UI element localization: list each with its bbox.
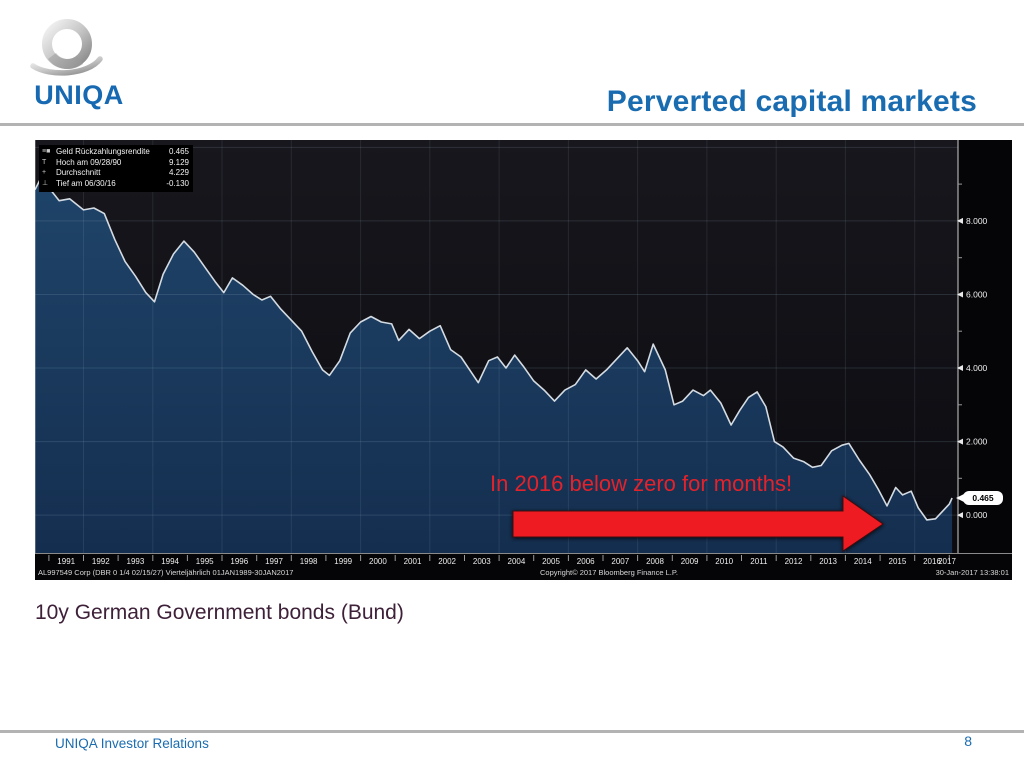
svg-text:8.000: 8.000 [966, 216, 988, 226]
bloomberg-chart: 8.000 6.000 4.000 2.000 0.000 0.465 1991 1992 1… [35, 140, 1012, 580]
legend-row-mean: + Durchschnitt 4.229 [42, 168, 189, 179]
svg-text:2000: 2000 [369, 557, 387, 566]
timestamp: 30-Jan-2017 13:38:01 [935, 568, 1009, 577]
svg-text:2016: 2016 [923, 557, 941, 566]
svg-text:2013: 2013 [819, 557, 837, 566]
svg-text:2.000: 2.000 [966, 437, 988, 447]
y-axis-labels: 8.000 6.000 4.000 2.000 0.000 [957, 183, 988, 520]
svg-text:2007: 2007 [611, 557, 629, 566]
svg-text:2014: 2014 [854, 557, 872, 566]
chart-info-row: AL997549 Corp (DBR 0 1/4 02/15/27) Viert… [35, 567, 1012, 580]
svg-text:2005: 2005 [542, 557, 560, 566]
svg-text:2001: 2001 [404, 557, 422, 566]
uniqa-logo: UNIQA [18, 8, 138, 120]
svg-text:1998: 1998 [300, 557, 318, 566]
area-fill [35, 179, 953, 553]
legend-value: 0.465 [168, 147, 189, 156]
legend-label: Tief am 06/30/16 [56, 178, 116, 188]
copyright-text: Copyright© 2017 Bloomberg Finance L.P. [540, 568, 678, 577]
svg-text:2015: 2015 [889, 557, 907, 566]
svg-text:1992: 1992 [92, 557, 110, 566]
uniqa-ring-icon [30, 19, 103, 76]
legend-label: Durchschnitt [56, 168, 101, 177]
svg-text:2017: 2017 [938, 557, 956, 566]
svg-text:2004: 2004 [508, 557, 526, 566]
svg-text:1991: 1991 [57, 557, 75, 566]
legend-label: Geld Rückzahlungsrendite [56, 147, 150, 156]
series-square-icon: ≡■ [42, 148, 51, 155]
last-price-bubble: 0.465 [956, 491, 1003, 505]
mean-marker-icon: + [42, 169, 47, 176]
page-title: Perverted capital markets [606, 85, 977, 118]
svg-text:0.000: 0.000 [966, 510, 988, 520]
annotation-text: In 2016 below zero for months! [490, 471, 793, 496]
svg-text:1993: 1993 [127, 557, 145, 566]
svg-text:1996: 1996 [230, 557, 248, 566]
legend-value: 9.129 [168, 157, 189, 167]
svg-text:2006: 2006 [577, 557, 595, 566]
x-axis-year-labels: 1991 1992 1993 1994 1995 1996 1997 1998 1999 2000… [48, 555, 956, 566]
svg-text:1999: 1999 [334, 557, 352, 566]
svg-text:2002: 2002 [438, 557, 456, 566]
svg-text:2011: 2011 [750, 557, 768, 566]
legend-value: -0.130 [166, 178, 189, 188]
legend-row-last: ≡■ Geld Rückzahlungsrendite 0.465 [42, 147, 189, 158]
svg-text:6.000: 6.000 [966, 290, 988, 300]
footer-text: UNIQA Investor Relations [55, 736, 209, 751]
page-number: 8 [964, 733, 972, 749]
yield-line [35, 178, 953, 521]
chart-legend: ≡■ Geld Rückzahlungsrendite 0.465 T Hoch… [39, 145, 193, 192]
footer-rule [0, 730, 1024, 733]
chart-caption: 10y German Government bonds (Bund) [35, 601, 404, 624]
uniqa-wordmark: UNIQA [34, 80, 124, 110]
legend-label: Hoch am 09/28/90 [56, 157, 122, 167]
header-rule [0, 123, 1024, 126]
high-marker-icon: T [42, 158, 47, 166]
svg-text:1997: 1997 [265, 557, 283, 566]
svg-text:2012: 2012 [785, 557, 803, 566]
svg-text:2010: 2010 [715, 557, 733, 566]
svg-text:2003: 2003 [473, 557, 491, 566]
annotation-arrow-icon [512, 495, 884, 552]
low-marker-icon: ⊥ [42, 179, 49, 187]
svg-text:1994: 1994 [161, 557, 179, 566]
security-descriptor: AL997549 Corp (DBR 0 1/4 02/15/27) Viert… [38, 568, 294, 577]
svg-text:4.000: 4.000 [966, 363, 988, 373]
svg-text:2008: 2008 [646, 557, 664, 566]
svg-text:0.465: 0.465 [972, 493, 994, 503]
legend-row-low: ⊥ Tief am 06/30/16 -0.130 [42, 179, 189, 190]
legend-value: 4.229 [168, 168, 189, 177]
svg-text:2009: 2009 [681, 557, 699, 566]
svg-text:1995: 1995 [196, 557, 214, 566]
legend-row-high: T Hoch am 09/28/90 9.129 [42, 158, 189, 169]
